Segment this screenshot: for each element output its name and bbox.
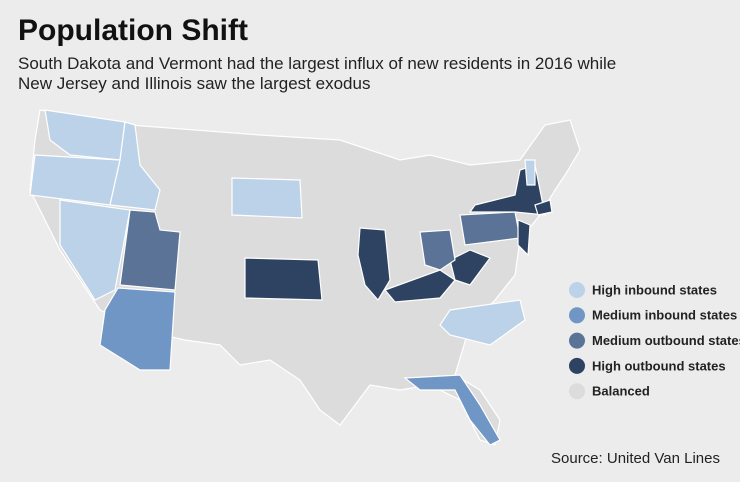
state — [109, 121, 161, 211]
legend-label: High outbound states — [592, 358, 726, 373]
state — [439, 299, 526, 346]
legend-swatch — [569, 282, 585, 298]
state — [44, 109, 126, 161]
legend-label: Balanced — [592, 384, 650, 399]
state — [244, 257, 323, 301]
legend-label: High inbound states — [592, 282, 717, 297]
state — [534, 199, 553, 216]
legend-swatch — [569, 383, 585, 400]
state — [449, 249, 491, 286]
legend-swatch — [569, 307, 585, 324]
legend-label: Medium outbound states — [592, 333, 740, 348]
state — [524, 159, 536, 186]
map — [29, 109, 581, 446]
legend-swatch — [569, 332, 585, 349]
legend: High inbound states Medium inbound states… — [569, 282, 740, 400]
state — [403, 374, 501, 446]
state — [231, 177, 303, 219]
state — [357, 227, 391, 302]
state — [99, 287, 176, 371]
state — [383, 269, 456, 303]
title: Population Shift — [18, 14, 248, 47]
legend-label: Medium inbound states — [592, 308, 737, 323]
state — [119, 209, 181, 291]
subtitle: New Jersey and Illinois saw the largest … — [18, 74, 370, 93]
state — [517, 219, 531, 257]
legend-swatch — [569, 357, 585, 374]
subtitle: South Dakota and Vermont had the largest… — [18, 54, 616, 73]
source: Source: United Van Lines — [551, 450, 720, 467]
state — [59, 199, 131, 301]
state — [419, 229, 456, 271]
